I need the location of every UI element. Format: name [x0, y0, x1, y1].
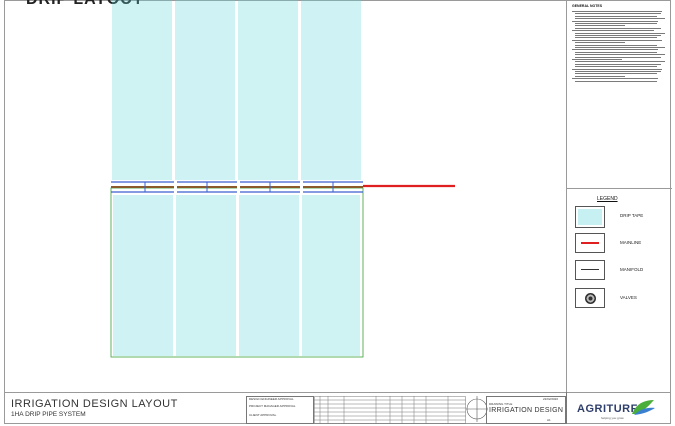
project-title: IRRIGATION DESIGN LAYOUT [11, 398, 178, 410]
drip-tape-symbol-lines [578, 209, 602, 225]
note-text-line [575, 15, 657, 17]
upper-drip-tape-field [112, 0, 361, 180]
project-subtitle: 1HA DRIP PIPE SYSTEM [11, 411, 86, 418]
valve-symbol [575, 288, 605, 308]
drawing-top-title: DRIP LAYOUT [26, 0, 144, 9]
note-text-line [572, 30, 654, 32]
note-text-line [575, 23, 657, 24]
legend-label-drip-tape: DRIP TAPE [620, 213, 644, 218]
drawing-info-block: DRAWING TITLE IRRIGATION DESIGN 22/02/20… [486, 396, 566, 424]
logo-box [566, 392, 672, 424]
note-text-line [575, 37, 657, 39]
approvals-block: DESIGN ENGINEER APPROVAL PROJECT MANAGER… [246, 396, 314, 424]
lower-drip-tape-field [113, 195, 360, 356]
general-notes-panel [566, 0, 672, 189]
manifold-gap [300, 180, 303, 194]
note-text-line [575, 18, 665, 20]
agriturf-logo: AGRITURF [577, 403, 638, 415]
note-text-line [572, 68, 662, 70]
drawing-title-label: DRAWING TITLE [489, 402, 513, 406]
logo-text-turf: TURF [606, 403, 638, 415]
note-text-line [575, 66, 657, 68]
logo-tagline: helping you grow [601, 416, 624, 420]
note-text-line [572, 59, 622, 60]
legend-panel [566, 188, 672, 392]
note-text-line [575, 51, 657, 53]
note-text-line [575, 13, 661, 15]
valve-icon [585, 293, 596, 304]
manifold-gap [174, 180, 177, 194]
note-text-line [575, 44, 657, 46]
north-arrow [466, 393, 488, 423]
logo-text-agri: AGRI [577, 403, 607, 415]
leaf-icon [632, 400, 655, 415]
note-text-line [575, 75, 625, 77]
note-text-line [575, 32, 665, 34]
legend-label-valves: VALVES [620, 295, 637, 300]
note-text-line [575, 63, 661, 65]
drawing-date: 22/02/2020 [543, 397, 559, 401]
note-text-line [575, 73, 657, 75]
manifold-symbol [575, 260, 605, 280]
note-text-line [572, 11, 662, 12]
legend-title: LEGEND [597, 196, 618, 202]
approval-project-manager: PROJECT MANAGER APPROVAL [249, 404, 296, 408]
note-text-line [575, 35, 661, 36]
note-text-line [575, 42, 625, 44]
note-text-line [572, 20, 658, 22]
note-text-line [575, 25, 625, 27]
drawing-title: IRRIGATION DESIGN [489, 407, 564, 414]
title-block-strip [4, 392, 671, 425]
note-text-line [575, 80, 657, 82]
note-text-line [575, 54, 665, 56]
mainline-symbol-line [581, 242, 599, 244]
note-text-line [575, 56, 661, 58]
mainline-symbol [575, 233, 605, 253]
note-text-line [572, 49, 658, 51]
approval-client: CLIENT APPROVAL [249, 413, 277, 417]
valve-group [144, 180, 334, 194]
legend-label-mainline: MAINLINE [620, 240, 642, 245]
manifold-symbol-line [581, 269, 599, 270]
note-text-line [572, 78, 658, 80]
general-notes-title: GENERAL NOTES [572, 4, 603, 8]
approval-design-engineer: DESIGN ENGINEER APPROVAL [249, 397, 294, 401]
note-text-line [575, 71, 661, 72]
manifold-gap [237, 180, 240, 194]
note-text-line [575, 27, 661, 29]
legend-label-manifold: MANIFOLD [620, 267, 644, 272]
revision-table [314, 396, 466, 424]
note-text-line [572, 39, 662, 41]
note-text-line [575, 47, 665, 48]
note-text-line [575, 61, 665, 63]
drip-tape-symbol [575, 206, 605, 228]
drawing-scale: A1 [547, 418, 551, 422]
